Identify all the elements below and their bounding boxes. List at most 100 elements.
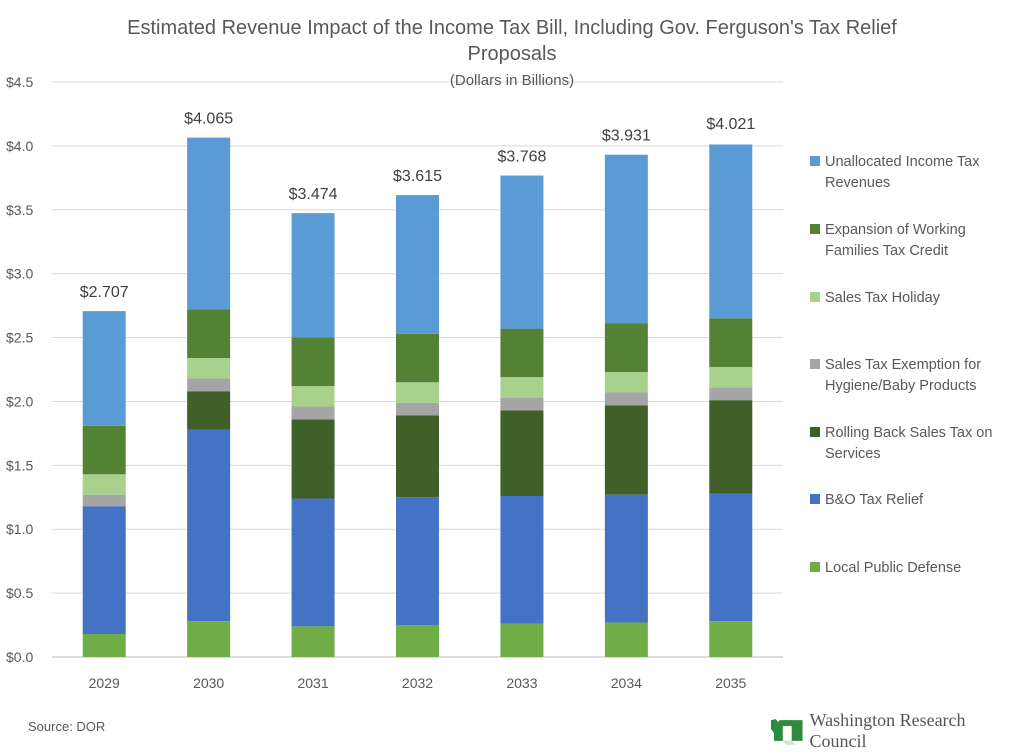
bar-segment-unallocated-income-tax-revenues	[604, 154, 648, 324]
bar-segment-sales-tax-holiday	[187, 358, 231, 379]
bar-segment-rolling-back-sales-tax-on-services	[604, 405, 648, 495]
bar-segment-rolling-back-sales-tax-on-services	[291, 419, 335, 499]
bar-segment-local-public-defense	[187, 621, 231, 657]
bar-segment-expansion-of-working-families-tax-credit	[396, 333, 439, 383]
bar-segment-expansion-of-working-families-tax-credit	[604, 323, 648, 373]
bar-segment-local-public-defense	[604, 622, 648, 657]
legend-swatch	[810, 359, 820, 369]
x-tick-label: 2035	[715, 675, 746, 691]
bar-segment-sales-tax-exemption-for-hygiene-baby-products	[709, 387, 753, 401]
legend-label: Families Tax Credit	[825, 243, 948, 259]
washington-state-icon	[770, 719, 803, 745]
bar-segment-b-o-tax-relief	[709, 493, 753, 622]
bar-segment-expansion-of-working-families-tax-credit	[82, 425, 126, 475]
legend-item: B&O Tax Relief	[810, 492, 924, 508]
legend-item: Expansion of Working Families Tax Credit	[810, 222, 966, 259]
x-axis: 2029 2030 2031 2032 2033 2034 2035	[89, 675, 747, 691]
bar-segment-local-public-defense	[500, 623, 544, 657]
bar-segment-sales-tax-holiday	[604, 372, 648, 393]
y-tick-label: $0.0	[6, 649, 33, 665]
bar-segment-rolling-back-sales-tax-on-services	[187, 391, 231, 430]
bar-segment-sales-tax-holiday	[291, 386, 335, 407]
bar-segment-expansion-of-working-families-tax-credit	[291, 337, 335, 387]
bar-segment-sales-tax-holiday	[82, 474, 126, 495]
legend-swatch	[810, 427, 820, 437]
legend-label: Sales Tax Holiday	[825, 290, 941, 306]
legend-swatch	[810, 494, 820, 504]
total-data-label: $3.474	[289, 186, 338, 203]
bar-segment-b-o-tax-relief	[604, 494, 648, 623]
bar-segment-b-o-tax-relief	[396, 497, 439, 626]
bar-segment-sales-tax-holiday	[709, 366, 753, 388]
x-tick-label: 2033	[506, 675, 537, 691]
bar-segment-b-o-tax-relief	[291, 498, 335, 627]
y-tick-label: $4.0	[6, 138, 33, 154]
legend-label: Sales Tax Exemption for	[825, 357, 981, 373]
bar-segment-unallocated-income-tax-revenues	[500, 175, 544, 329]
y-tick-label: $0.5	[6, 585, 33, 601]
legend-item: Local Public Defense	[810, 560, 961, 576]
y-tick-label: $1.0	[6, 521, 33, 537]
total-data-label: $3.615	[393, 168, 442, 185]
legend-item: Sales Tax Holiday	[810, 290, 941, 306]
x-tick-label: 2034	[611, 675, 642, 691]
legend-item: Rolling Back Sales Tax on Services	[810, 425, 992, 462]
bar-segment-local-public-defense	[82, 634, 126, 657]
logo: Washington Research Council	[770, 710, 1024, 752]
legend-label: Unallocated Income Tax	[825, 154, 980, 170]
bar-segment-unallocated-income-tax-revenues	[291, 213, 335, 338]
bar-segment-unallocated-income-tax-revenues	[396, 195, 439, 334]
legend-label: Revenues	[825, 175, 890, 191]
bar-segment-unallocated-income-tax-revenues	[82, 311, 126, 426]
total-data-label: $3.931	[602, 128, 651, 145]
legend-label: Hygiene/Baby Products	[825, 378, 977, 394]
legend-swatch	[810, 562, 820, 572]
x-tick-label: 2031	[297, 675, 328, 691]
legend-label: B&O Tax Relief	[825, 492, 924, 508]
bar-segment-b-o-tax-relief	[187, 429, 231, 622]
bar-segment-rolling-back-sales-tax-on-services	[500, 410, 544, 496]
bar-segment-sales-tax-holiday	[396, 382, 439, 403]
total-data-label: $2.707	[80, 284, 129, 301]
chart-subtitle: (Dollars in Billions)	[450, 72, 574, 89]
bar-segment-sales-tax-exemption-for-hygiene-baby-products	[187, 378, 231, 392]
bar-segment-unallocated-income-tax-revenues	[709, 144, 753, 319]
legend-label: Rolling Back Sales Tax on	[825, 425, 992, 441]
legend-label: Local Public Defense	[825, 560, 961, 576]
legend-item: Sales Tax Exemption for Hygiene/Baby Prod…	[810, 357, 981, 394]
total-labels: $2.707 $4.065 $3.474 $3.615 $3.768 $3.931 $4.0…	[80, 111, 756, 302]
total-data-label: $4.065	[184, 111, 233, 128]
bar-segment-expansion-of-working-families-tax-credit	[187, 309, 231, 358]
bar-segment-sales-tax-exemption-for-hygiene-baby-products	[604, 392, 648, 406]
legend-swatch	[810, 292, 820, 302]
legend-swatch	[810, 156, 820, 166]
legend-swatch	[810, 224, 820, 234]
x-tick-label: 2029	[89, 675, 120, 691]
bar-segment-b-o-tax-relief	[82, 506, 126, 634]
bar-segment-local-public-defense	[291, 626, 335, 657]
total-data-label: $4.021	[706, 116, 755, 133]
x-tick-label: 2032	[402, 675, 433, 691]
bar-segment-local-public-defense	[396, 625, 439, 657]
legend-label: Expansion of Working	[825, 222, 966, 238]
x-tick-label: 2030	[193, 675, 224, 691]
y-tick-label: $4.5	[6, 74, 33, 90]
bar-segment-rolling-back-sales-tax-on-services	[396, 415, 439, 498]
legend-item: Unallocated Income Tax Revenues	[810, 154, 980, 191]
legend-label: Services	[825, 446, 881, 462]
y-tick-label: $2.5	[6, 330, 33, 346]
logo-text: Washington Research Council	[809, 710, 966, 751]
y-tick-label: $1.5	[6, 457, 33, 473]
bar-segment-sales-tax-exemption-for-hygiene-baby-products	[500, 397, 544, 411]
bar-segment-sales-tax-exemption-for-hygiene-baby-products	[291, 406, 335, 420]
total-data-label: $3.768	[497, 149, 546, 166]
bar-segment-sales-tax-exemption-for-hygiene-baby-products	[396, 402, 439, 416]
bar-segment-sales-tax-exemption-for-hygiene-baby-products	[82, 494, 126, 507]
bar-segment-expansion-of-working-families-tax-credit	[709, 318, 753, 367]
legend: Unallocated Income Tax Revenues Expansion …	[810, 154, 992, 576]
bar-segment-unallocated-income-tax-revenues	[187, 137, 231, 310]
bar-segment-local-public-defense	[709, 621, 753, 657]
chart-title-line-2: Proposals	[468, 43, 557, 65]
bar-segment-b-o-tax-relief	[500, 496, 544, 624]
